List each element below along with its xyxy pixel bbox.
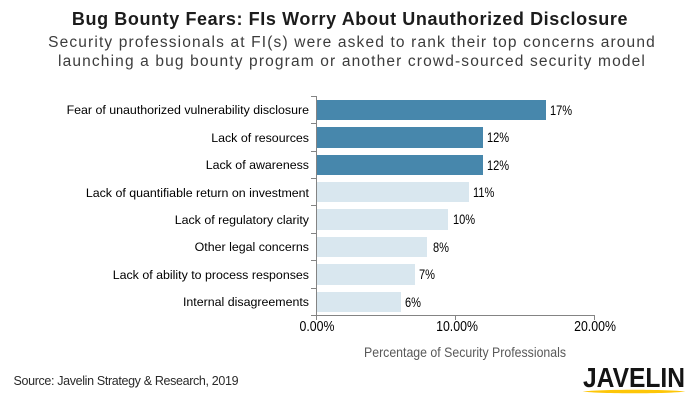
svg-text:JAVELIN: JAVELIN xyxy=(583,363,685,393)
